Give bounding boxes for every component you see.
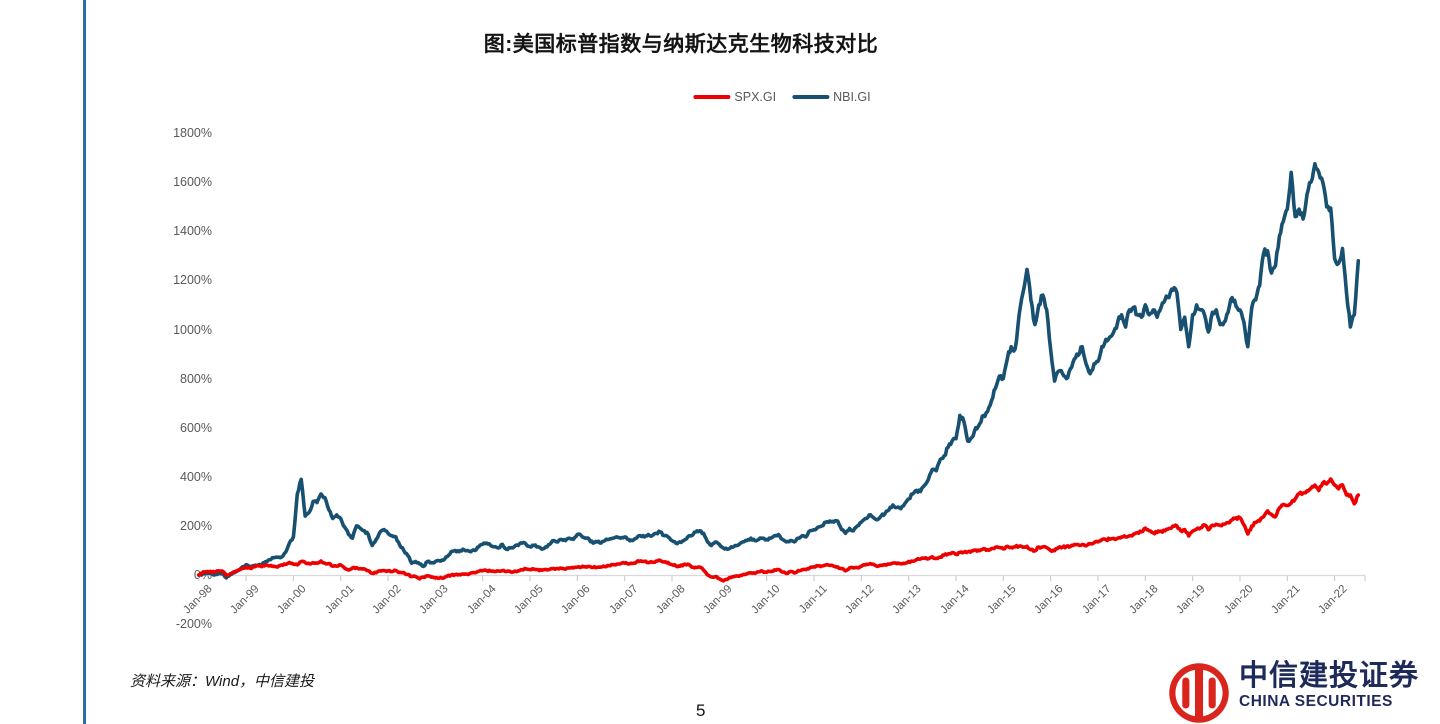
legend-item-spx: SPX.GI bbox=[693, 90, 776, 104]
source-note: 资料来源：Wind，中信建投 bbox=[130, 673, 315, 690]
logo-text: 中信建投证券 CHINA SECURITIES bbox=[1239, 662, 1419, 710]
logo-text-english: CHINA SECURITIES bbox=[1239, 693, 1393, 710]
y-axis-tick-label: -200% bbox=[175, 617, 212, 632]
legend-label-nbi: NBI.GI bbox=[833, 90, 871, 104]
legend-item-nbi: NBI.GI bbox=[792, 90, 871, 104]
chart-title: 图:美国标普指数与纳斯达克生物科技对比 bbox=[483, 33, 879, 57]
chart-legend: SPX.GI NBI.GI bbox=[693, 90, 871, 104]
series-line-NBI.GI bbox=[196, 162, 1361, 580]
legend-label-spx: SPX.GI bbox=[734, 90, 777, 104]
y-axis-tick-label: 400% bbox=[180, 469, 212, 484]
series-line-SPX.GI bbox=[196, 477, 1361, 583]
nbi-line-swatch bbox=[792, 95, 830, 99]
y-axis-tick-label: 1600% bbox=[173, 175, 212, 190]
y-axis-tick-label: 800% bbox=[180, 371, 212, 386]
y-axis-tick-label: 1000% bbox=[173, 322, 212, 337]
spx-line-swatch bbox=[693, 95, 731, 99]
y-axis-tick-label: 1400% bbox=[173, 224, 212, 239]
citic-emblem-icon bbox=[1169, 663, 1229, 723]
y-axis-tick-label: 1800% bbox=[173, 126, 212, 141]
logo-text-chinese: 中信建投证券 bbox=[1239, 660, 1420, 692]
china-securities-logo: 中信建投证券 CHINA SECURITIES bbox=[1168, 662, 1419, 724]
left-border-line bbox=[83, 0, 86, 724]
y-axis-tick-label: 1200% bbox=[173, 273, 212, 288]
y-axis-tick-label: 600% bbox=[180, 420, 212, 435]
page-number: 5 bbox=[696, 701, 706, 720]
y-axis-tick-label: 200% bbox=[180, 518, 212, 533]
